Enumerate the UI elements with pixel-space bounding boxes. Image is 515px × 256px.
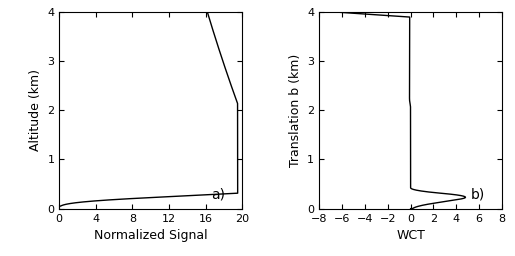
Text: b): b)	[471, 188, 486, 202]
X-axis label: WCT: WCT	[396, 229, 425, 242]
Text: a): a)	[212, 188, 226, 202]
Y-axis label: Translation b (km): Translation b (km)	[288, 54, 302, 167]
X-axis label: Normalized Signal: Normalized Signal	[94, 229, 208, 242]
Y-axis label: Altitude (km): Altitude (km)	[29, 69, 42, 151]
